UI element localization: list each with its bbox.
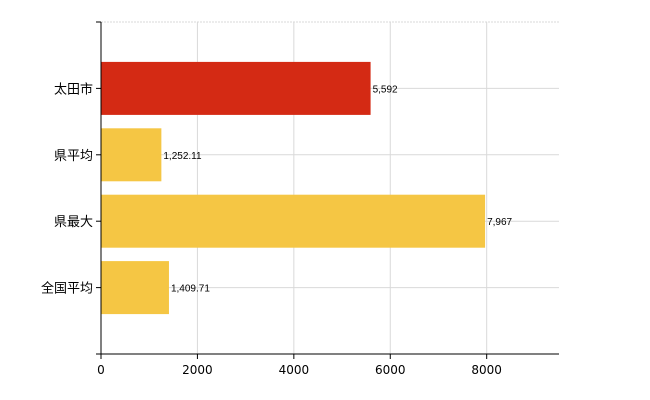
category-label: 太田市 [54, 81, 93, 97]
data-label: 7,967 [487, 217, 512, 228]
x-tick-label: 8000 [471, 363, 502, 377]
bar [101, 61, 371, 115]
bar [101, 261, 169, 315]
x-tick-label: 0 [97, 363, 105, 377]
x-tick-label: 6000 [375, 363, 406, 377]
data-labels: 5,592 1,252.11 7,967 1,409.71 [163, 84, 512, 294]
x-tick-label: 2000 [182, 363, 213, 377]
bar [101, 194, 486, 248]
category-label: 県最大 [54, 215, 93, 230]
category-label: 全国平均 [41, 281, 93, 297]
data-label: 1,409.71 [171, 284, 210, 295]
x-ticks: 0 2000 4000 6000 8000 [97, 354, 502, 377]
axes [100, 22, 559, 355]
data-label: 5,592 [373, 84, 398, 95]
x-tick-label: 4000 [279, 363, 310, 377]
category-label: 県平均 [54, 149, 93, 164]
data-label: 1,252.11 [163, 151, 202, 162]
bar [101, 128, 162, 182]
bars [101, 61, 486, 315]
